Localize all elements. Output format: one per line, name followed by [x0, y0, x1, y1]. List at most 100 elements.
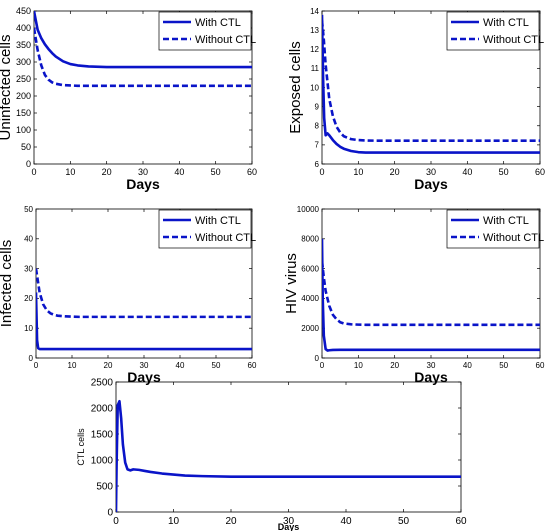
x-tick-label: 60	[455, 516, 467, 527]
x-tick-label: 50	[211, 167, 221, 177]
x-tick-label: 0	[31, 167, 36, 177]
legend-box	[158, 209, 252, 249]
y-tick-label: 450	[16, 6, 31, 16]
y-tick-label: 20	[24, 294, 33, 303]
legend: With CTL Without CTL	[158, 11, 256, 51]
y-tick-label: 7	[315, 141, 320, 150]
x-tick-label: 50	[212, 361, 221, 370]
x-tick-label: 10	[354, 361, 363, 370]
y-tick-label: 0	[107, 508, 113, 519]
x-tick-label: 30	[140, 361, 149, 370]
x-tick-label: 20	[390, 361, 399, 370]
y-axis-label: Exposed cells	[287, 41, 304, 134]
series-line-solid	[34, 11, 252, 69]
x-tick-label: 0	[319, 167, 324, 177]
plot-frame	[115, 381, 462, 513]
legend: With CTL Without CTL	[446, 209, 544, 249]
x-tick-label: 50	[398, 516, 410, 527]
y-tick-label: 10	[310, 83, 319, 92]
x-axis-label: Days	[414, 176, 448, 192]
x-tick-label: 20	[104, 361, 113, 370]
x-tick-label: 20	[390, 167, 400, 177]
y-tick-label: 8	[315, 122, 320, 131]
x-tick-label: 30	[426, 167, 436, 177]
y-tick-label: 200	[16, 91, 31, 101]
y-tick-label: 1500	[91, 430, 114, 441]
chart-4: 0 10 20 30 40 50 60 0 2000 4000 6000 8000 10000 Days H…	[283, 205, 545, 385]
y-tick-label: 6000	[301, 264, 319, 273]
x-tick-label: 0	[320, 361, 325, 370]
x-tick-label: 40	[463, 361, 472, 370]
y-tick-label: 40	[24, 235, 33, 244]
legend-box	[446, 209, 540, 249]
x-tick-label: 10	[168, 516, 180, 527]
x-tick-label: 50	[499, 167, 509, 177]
y-tick-label: 9	[315, 102, 320, 111]
y-tick-label: 1000	[91, 456, 114, 467]
series-line-dashed	[322, 261, 540, 327]
x-tick-label: 40	[176, 361, 185, 370]
legend-label: With CTL	[483, 215, 529, 227]
x-tick-label: 60	[248, 361, 257, 370]
y-tick-label: 12	[310, 45, 319, 54]
y-tick-label: 14	[310, 7, 319, 16]
series-line-solid	[36, 292, 252, 351]
series-line-dashed	[34, 27, 252, 88]
y-axis-label: CTL cells	[76, 428, 86, 466]
x-tick-label: 60	[247, 167, 257, 177]
x-tick-label: 30	[283, 516, 295, 527]
y-axis-label: Infected cells	[0, 240, 15, 328]
legend-label: Without CTL	[195, 232, 256, 244]
y-tick-label: 30	[24, 264, 33, 273]
x-tick-label: 10	[65, 167, 75, 177]
y-tick-label: 13	[310, 26, 319, 35]
y-tick-label: 4000	[301, 294, 319, 303]
series-line-dashed	[322, 20, 540, 142]
chart-2: 0 10 20 30 40 50 60 6 7 8 9 10 11 12 13 14 Days Exposed c…	[287, 7, 545, 192]
y-tick-label: 6	[315, 160, 320, 169]
y-axis-label: Uninfected cells	[0, 35, 14, 141]
legend-label: With CTL	[195, 17, 241, 29]
y-tick-label: 2000	[91, 404, 114, 415]
y-tick-label: 50	[21, 142, 31, 152]
legend-label: Without CTL	[483, 232, 544, 244]
y-tick-label: 350	[16, 40, 31, 50]
x-axis-label: Days	[126, 176, 160, 192]
x-tick-label: 40	[340, 516, 352, 527]
y-tick-label: 500	[96, 482, 113, 493]
x-tick-label: 60	[535, 167, 545, 177]
x-axis-label: Days	[278, 522, 300, 531]
y-tick-label: 8000	[301, 235, 319, 244]
series-line-solid	[322, 238, 540, 352]
y-tick-label: 0	[26, 159, 31, 169]
y-tick-label: 0	[29, 354, 34, 363]
y-tick-label: 0	[315, 354, 320, 363]
y-tick-label: 100	[16, 125, 31, 135]
x-axis-label: Days	[127, 369, 161, 385]
y-tick-label: 10	[24, 324, 33, 333]
y-tick-label: 10000	[297, 205, 320, 214]
chart-1: 0 10 20 30 40 50 60 0 50 100 150 200 250 300 350 400 450…	[0, 6, 257, 192]
x-tick-label: 20	[102, 167, 112, 177]
series-line-solid	[116, 399, 461, 512]
legend: With CTL Without CTL	[158, 209, 256, 249]
x-tick-label: 30	[427, 361, 436, 370]
y-tick-label: 150	[16, 108, 31, 118]
x-tick-label: 50	[499, 361, 508, 370]
legend-label: Without CTL	[483, 34, 544, 46]
x-tick-label: 30	[138, 167, 148, 177]
y-tick-label: 400	[16, 23, 31, 33]
x-tick-label: 60	[536, 361, 545, 370]
y-tick-label: 300	[16, 57, 31, 67]
x-tick-label: 10	[68, 361, 77, 370]
x-tick-label: 40	[174, 167, 184, 177]
legend-box	[446, 11, 540, 51]
y-tick-label: 50	[24, 205, 33, 214]
x-tick-label: 0	[113, 516, 119, 527]
legend-label: Without CTL	[195, 34, 256, 46]
x-tick-label: 20	[225, 516, 237, 527]
legend-label: With CTL	[483, 17, 529, 29]
chart-5: 0 10 20 30 40 50 60 0 500 1000 1500 2000 2500 Days CTL…	[76, 378, 467, 531]
x-tick-label: 0	[34, 361, 39, 370]
